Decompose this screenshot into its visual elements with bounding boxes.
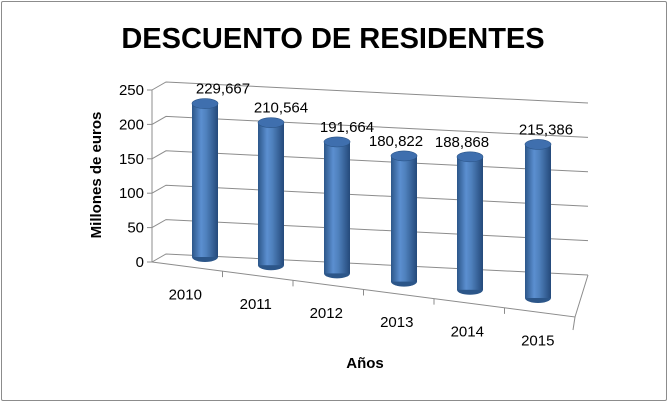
y-tick-label: 200 bbox=[119, 116, 144, 133]
bar-top bbox=[524, 139, 552, 150]
x-tick-label: 2014 bbox=[451, 323, 484, 340]
y-tick-label: 50 bbox=[127, 220, 144, 237]
gridline bbox=[151, 253, 589, 276]
gridline bbox=[151, 115, 589, 138]
y-tick-label: 100 bbox=[119, 185, 144, 202]
x-tick-label: 2015 bbox=[521, 332, 554, 349]
data-label: 215,386 bbox=[519, 121, 573, 138]
x-tick-label: 2011 bbox=[240, 296, 272, 313]
gridline bbox=[151, 150, 589, 173]
data-label: 210,564 bbox=[254, 100, 308, 117]
floor-edge bbox=[151, 261, 589, 318]
bar-2014 bbox=[457, 156, 483, 290]
bar-top bbox=[456, 151, 484, 163]
floor-edge-right bbox=[572, 316, 576, 331]
bar-2015 bbox=[525, 144, 551, 298]
gridline bbox=[151, 81, 589, 104]
gridline bbox=[151, 219, 589, 242]
bar-2012 bbox=[324, 141, 350, 274]
x-tick-label: 2010 bbox=[169, 287, 202, 304]
y-axis-label: Millones de euros bbox=[88, 112, 105, 239]
gridline bbox=[151, 184, 589, 207]
data-label: 229,667 bbox=[196, 81, 250, 98]
bar-top bbox=[257, 117, 285, 128]
data-label: 191,664 bbox=[320, 119, 374, 136]
data-label: 180,822 bbox=[369, 133, 423, 150]
bar-2010 bbox=[192, 103, 218, 257]
x-tick-label: 2012 bbox=[310, 305, 343, 322]
x-tick-label: 2013 bbox=[380, 314, 413, 331]
y-tick-label: 150 bbox=[119, 151, 144, 168]
bar-top bbox=[390, 150, 418, 162]
bar-top bbox=[323, 136, 351, 148]
y-tick-label: 0 bbox=[136, 254, 144, 271]
chart-title: DESCUENTO DE RESIDENTES bbox=[121, 23, 544, 55]
y-tick-label: 250 bbox=[119, 82, 144, 99]
bar-top bbox=[191, 98, 219, 109]
x-axis-label: Años bbox=[346, 355, 384, 372]
bar-2011 bbox=[258, 122, 284, 266]
data-label: 188,868 bbox=[435, 134, 489, 151]
bar-2013 bbox=[391, 155, 417, 282]
